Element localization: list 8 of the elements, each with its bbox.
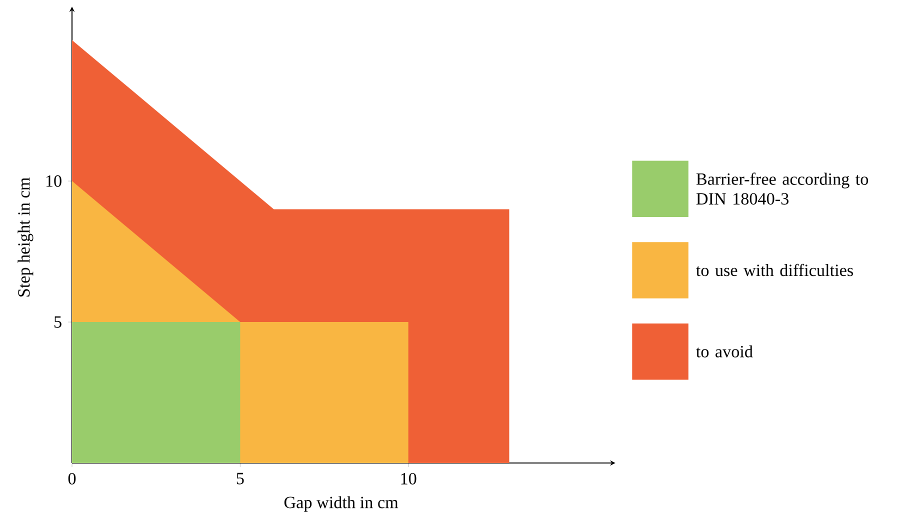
text: to use with difficulties [696, 264, 853, 276]
y-axis-title: Step height in cm [18, 178, 34, 297]
x-axis-title: Gap width in cm [284, 496, 398, 512]
x-tick-label: 5 [236, 472, 244, 484]
x-tick-label: 10 [401, 472, 416, 484]
text: Barrier-free according to DIN 18040-3 [696, 172, 868, 205]
text: to avoid [696, 345, 753, 358]
x-tick-label: 0 [68, 472, 76, 484]
